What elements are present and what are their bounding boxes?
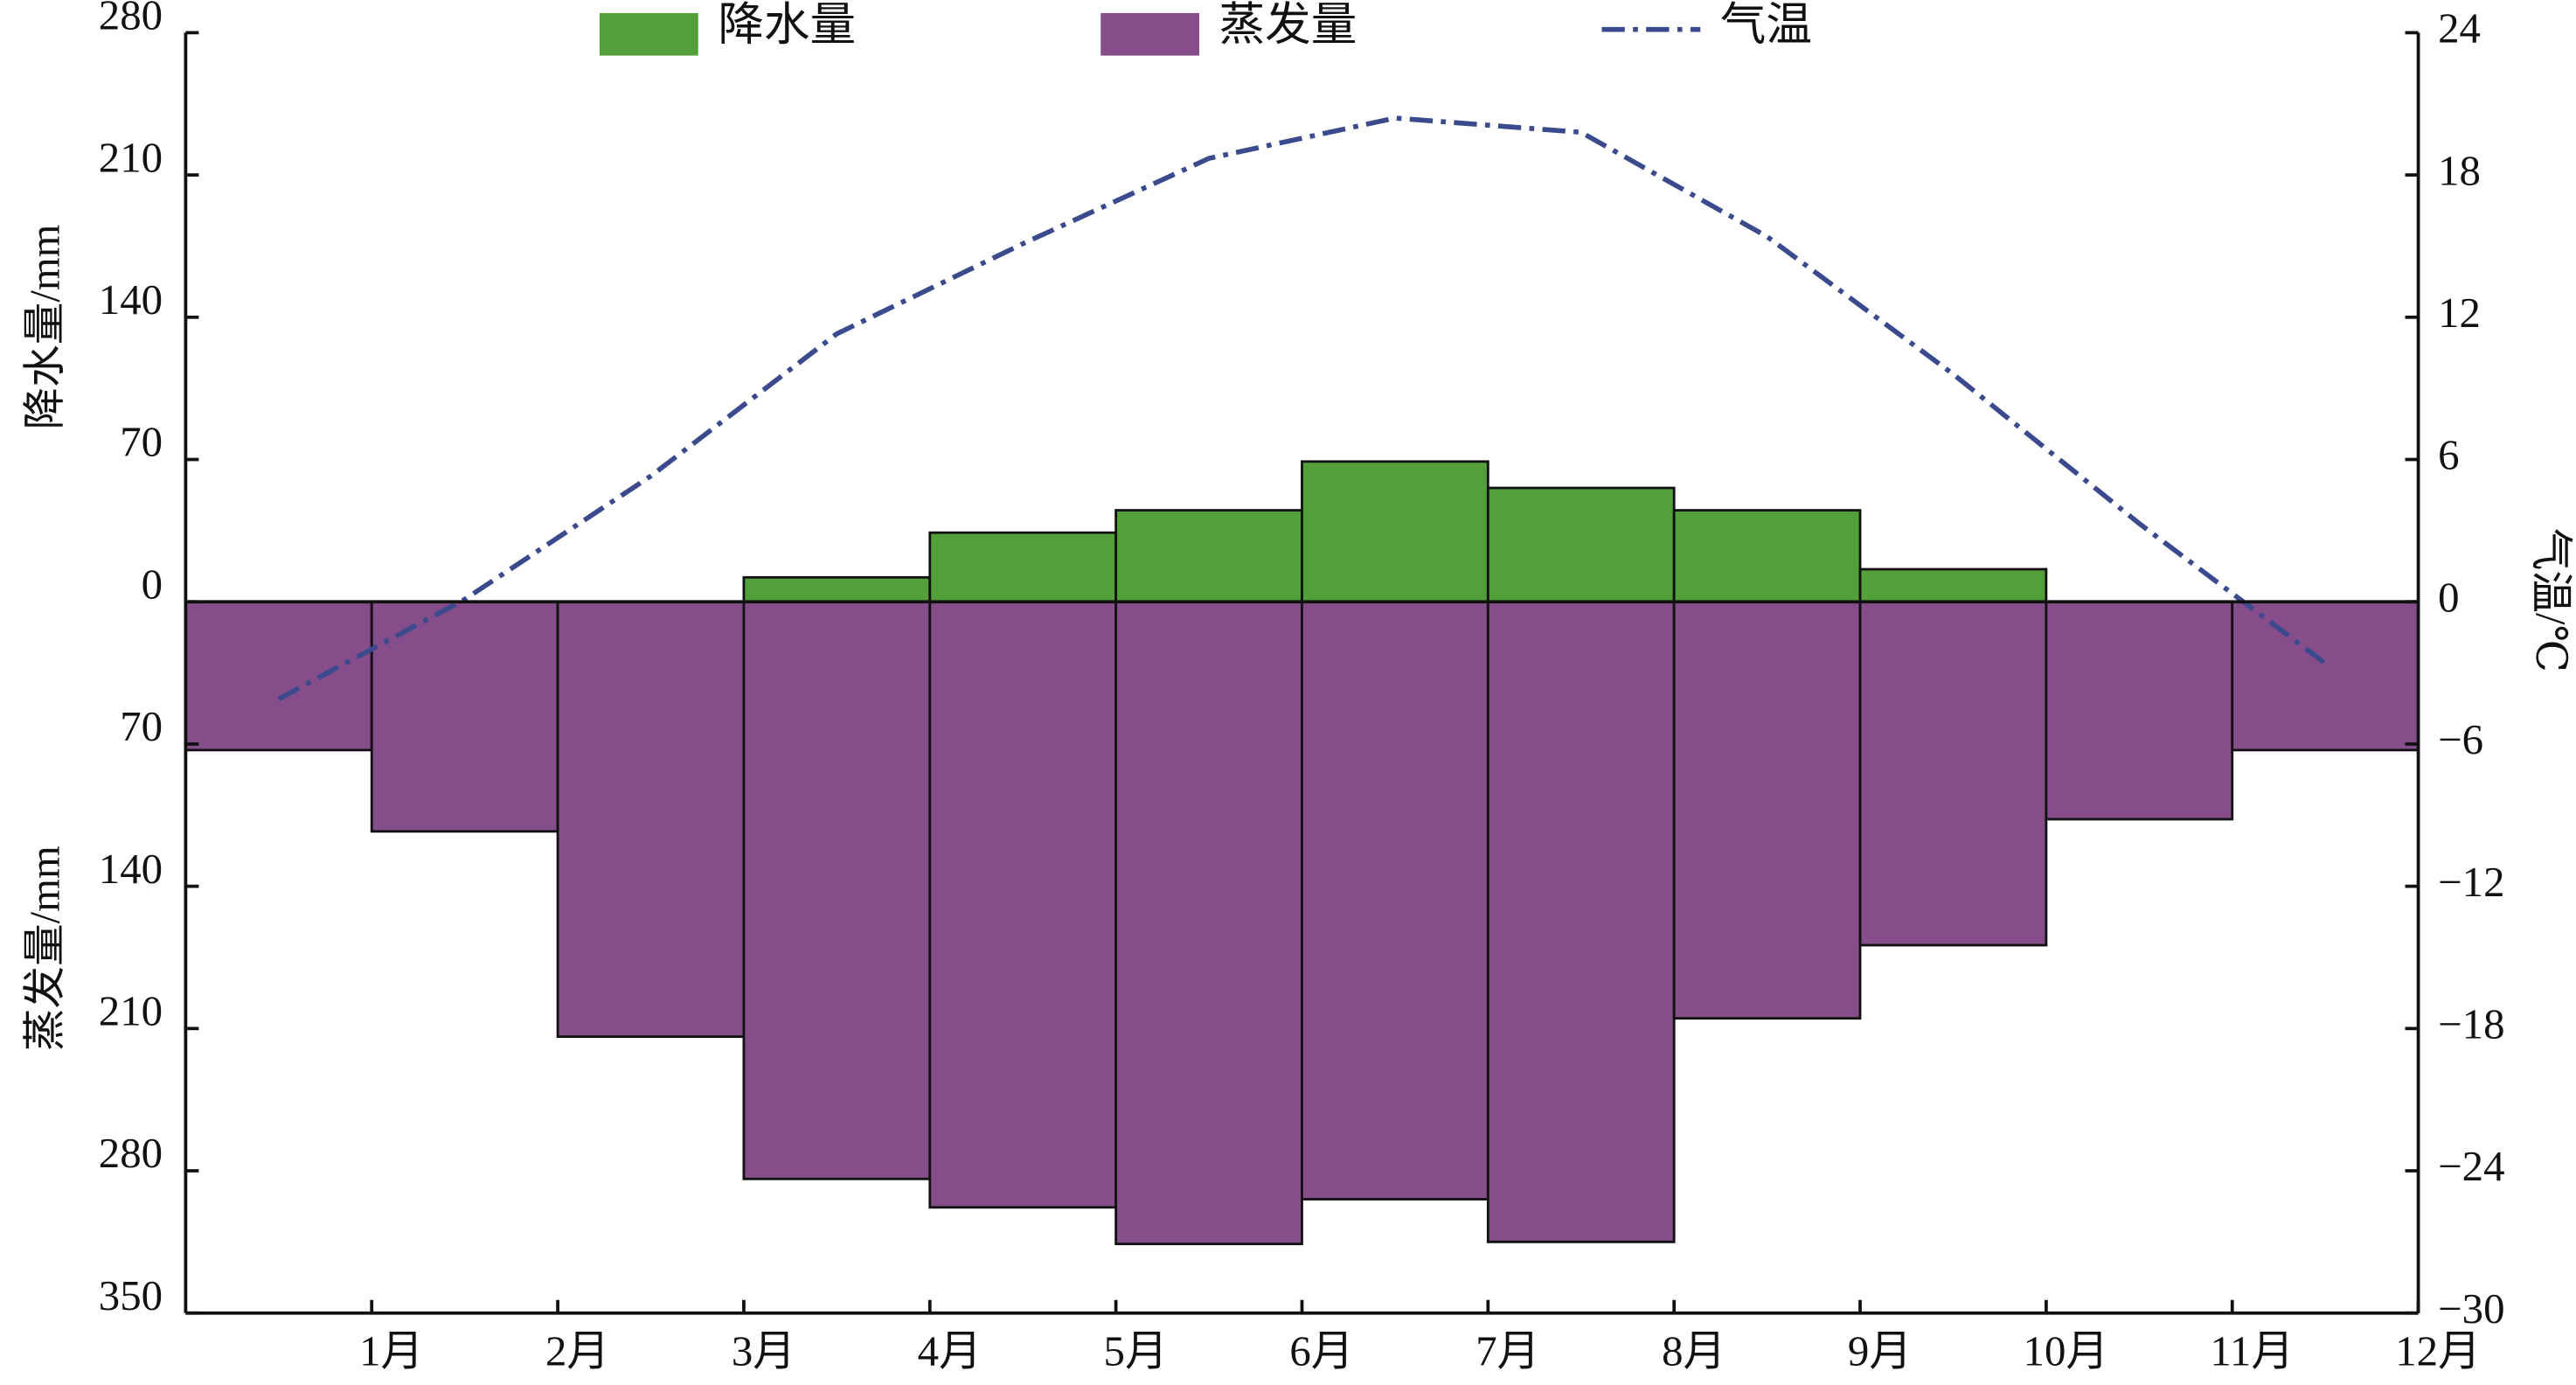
y-tick-label: 140 xyxy=(99,276,163,324)
x-tick-label: 5月 xyxy=(1104,1328,1168,1375)
bar xyxy=(1672,509,1862,603)
x-tick-label: 3月 xyxy=(732,1328,795,1375)
bar xyxy=(1114,509,1303,603)
x-tick-label: 4月 xyxy=(918,1328,982,1375)
x-tick-label: 8月 xyxy=(1662,1328,1725,1375)
temperature-line xyxy=(277,115,2327,701)
bar xyxy=(2231,600,2420,752)
y-axis-label: 降水量/mm xyxy=(21,224,68,429)
y2-tick-label: −24 xyxy=(2438,1143,2504,1190)
x-tick-label: 2月 xyxy=(545,1328,609,1375)
bar xyxy=(742,575,932,603)
y-tick-label: 70 xyxy=(120,703,163,750)
y2-tick-label: 0 xyxy=(2438,574,2459,621)
bar xyxy=(1858,567,2048,603)
y2-tick-label: −12 xyxy=(2438,859,2504,906)
legend-label: 降水量 xyxy=(718,0,856,51)
y-tick-label: 350 xyxy=(99,1272,163,1319)
y-tick-label: 70 xyxy=(120,419,163,466)
y2-tick-label: 12 xyxy=(2438,289,2481,337)
bar xyxy=(742,600,932,1180)
y2-axis-label: 气温/℃ xyxy=(2527,528,2574,672)
legend-label: 气温 xyxy=(1720,0,1812,51)
bar xyxy=(928,531,1118,603)
y2-tick-label: 24 xyxy=(2438,5,2481,52)
x-tick-label: 6月 xyxy=(1289,1328,1353,1375)
bar xyxy=(928,600,1118,1209)
bar xyxy=(1301,600,1489,1201)
y2-tick-label: −6 xyxy=(2438,716,2483,763)
legend-swatch xyxy=(600,12,698,56)
y2-tick-label: −18 xyxy=(2438,1001,2504,1048)
legend-swatch xyxy=(1101,12,1200,56)
y-tick-label: 140 xyxy=(99,846,163,893)
y-tick-label: 210 xyxy=(99,134,163,181)
bar xyxy=(370,600,559,833)
bar xyxy=(1114,600,1303,1246)
x-tick-label: 10月 xyxy=(2024,1328,2109,1375)
x-tick-label: 11月 xyxy=(2210,1328,2294,1375)
y-tick-label: 210 xyxy=(99,988,163,1035)
x-tick-label: 7月 xyxy=(1475,1328,1539,1375)
y2-tick-label: −30 xyxy=(2438,1285,2504,1333)
bar xyxy=(2045,600,2234,821)
y-tick-label: 280 xyxy=(99,1130,163,1177)
bar xyxy=(1486,486,1676,603)
bar xyxy=(1301,460,1489,603)
x-tick-label: 12月 xyxy=(2395,1328,2481,1375)
x-tick-label: 9月 xyxy=(1848,1328,1912,1375)
y2-tick-label: 18 xyxy=(2438,147,2481,194)
y-tick-label: 0 xyxy=(142,561,163,609)
legend-label: 蒸发量 xyxy=(1219,0,1357,51)
x-tick-label: 1月 xyxy=(359,1328,423,1375)
bar xyxy=(1858,600,2048,947)
bar xyxy=(556,600,746,1039)
y-axis-label: 蒸发量/mm xyxy=(21,846,68,1051)
y-tick-label: 280 xyxy=(99,0,163,39)
y2-tick-label: 6 xyxy=(2438,432,2459,479)
bar xyxy=(184,600,373,752)
bar xyxy=(1672,600,1862,1020)
bar xyxy=(1486,600,1676,1243)
